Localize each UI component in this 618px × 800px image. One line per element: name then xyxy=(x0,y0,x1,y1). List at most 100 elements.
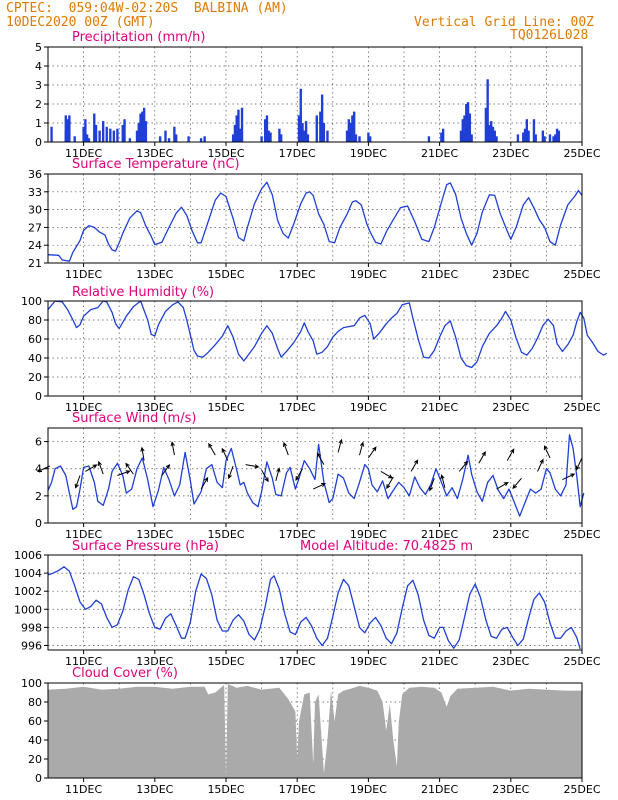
precip-bar xyxy=(354,134,358,142)
y-tick-label: 0 xyxy=(35,390,42,403)
y-tick-label: 1 xyxy=(35,117,42,130)
precip-bar xyxy=(463,115,466,142)
x-tick-label: 11DEC xyxy=(65,401,102,414)
x-tick-label: 17DEC xyxy=(279,655,316,668)
precip-bar xyxy=(488,124,491,142)
wind-arrow xyxy=(208,442,216,456)
y-tick-label: 4 xyxy=(35,60,42,73)
precip-bar xyxy=(345,130,349,142)
precip-bar xyxy=(326,130,329,142)
wind-arrow xyxy=(295,468,303,482)
precip-bar xyxy=(493,130,496,142)
precip-bar xyxy=(199,138,203,142)
precip-bar xyxy=(303,130,306,142)
precip-bar xyxy=(187,136,190,142)
x-tick-label: 11DEC xyxy=(65,783,102,796)
wind-arrow xyxy=(140,446,145,461)
precip-bar xyxy=(158,136,162,142)
x-tick-label: 15DEC xyxy=(207,655,244,668)
y-tick-label: 20 xyxy=(28,371,42,384)
x-tick-label: 15DEC xyxy=(207,528,244,541)
y-tick-label: 5 xyxy=(35,41,42,54)
wind-arrow xyxy=(367,446,377,459)
precip-bar xyxy=(94,124,98,142)
y-tick-label: 80 xyxy=(28,314,42,327)
x-tick-label: 13DEC xyxy=(136,147,173,160)
wind-arrow xyxy=(275,467,281,482)
precip-bar xyxy=(73,136,76,142)
panel-title: Relative Humidity (%) xyxy=(72,285,214,300)
wind-arrow xyxy=(458,460,469,472)
precip-bar xyxy=(263,119,267,142)
y-tick-label: 1002 xyxy=(14,585,42,598)
x-tick-label: 21DEC xyxy=(421,147,458,160)
x-tick-label: 17DEC xyxy=(279,528,316,541)
y-tick-label: 0 xyxy=(35,517,42,530)
y-tick-label: 33 xyxy=(28,186,42,199)
y-tick-label: 3 xyxy=(35,79,42,92)
precip-bar xyxy=(484,107,488,142)
wind-arrow xyxy=(85,464,98,472)
precip-bar xyxy=(306,134,310,142)
x-tick-label: 17DEC xyxy=(279,147,316,160)
y-tick-label: 6 xyxy=(35,436,42,449)
x-tick-label: 15DEC xyxy=(207,401,244,414)
precip-bar xyxy=(440,132,443,142)
panel-frame xyxy=(47,300,583,397)
precip-bar xyxy=(139,113,142,142)
wind-arrow xyxy=(512,477,522,490)
precip-bar xyxy=(167,138,171,142)
precip-bar xyxy=(297,115,301,142)
y-tick-label: 40 xyxy=(28,734,42,747)
precip-bar xyxy=(128,138,132,142)
y-tick-label: 0 xyxy=(35,136,42,149)
precip-bar xyxy=(548,134,552,142)
precip-bar xyxy=(351,115,354,142)
wind-arrow xyxy=(74,475,81,489)
precip-bar xyxy=(144,121,148,142)
y-tick-label: 100 xyxy=(21,295,42,308)
x-tick-label: 23DEC xyxy=(492,655,529,668)
precip-bar xyxy=(555,128,559,142)
precip-bar xyxy=(50,126,53,142)
precip-bar xyxy=(260,136,263,142)
precip-bar xyxy=(427,136,431,142)
x-tick-label: 23DEC xyxy=(492,528,529,541)
precip-bar xyxy=(322,123,326,142)
precip-bar xyxy=(543,136,546,142)
x-tick-label: 23DEC xyxy=(492,401,529,414)
x-tick-label: 25DEC xyxy=(563,268,600,281)
precip-bar xyxy=(269,132,272,142)
x-tick-label: 23DEC xyxy=(492,147,529,160)
y-tick-label: 2 xyxy=(35,98,42,111)
precip-bar xyxy=(82,126,85,142)
x-tick-label: 23DEC xyxy=(492,783,529,796)
x-tick-label: 25DEC xyxy=(563,783,600,796)
precip-bar xyxy=(231,134,235,142)
precip-bar xyxy=(367,132,370,142)
wind-arrow xyxy=(506,448,515,461)
panel-frame xyxy=(47,173,583,264)
precip-bar xyxy=(174,134,178,142)
precip-bar xyxy=(541,130,545,142)
wind-arrow xyxy=(562,473,576,481)
y-tick-label: 27 xyxy=(28,221,42,234)
x-tick-label: 25DEC xyxy=(563,147,600,160)
wind-arrow xyxy=(543,445,551,459)
panel-frame xyxy=(47,46,583,143)
precip-bar xyxy=(490,121,493,142)
x-tick-label: 11DEC xyxy=(65,147,102,160)
y-tick-label: 36 xyxy=(28,168,42,181)
x-tick-label: 11DEC xyxy=(65,268,102,281)
precip-bar xyxy=(319,111,322,142)
series-line xyxy=(47,434,585,517)
precip-bar xyxy=(203,136,206,142)
y-tick-label: 80 xyxy=(28,696,42,709)
wind-arrow xyxy=(117,470,131,476)
x-tick-label: 25DEC xyxy=(563,528,600,541)
x-tick-label: 21DEC xyxy=(421,528,458,541)
precip-bar xyxy=(486,79,489,142)
y-tick-label: 996 xyxy=(21,639,42,652)
precip-bar xyxy=(557,130,561,142)
